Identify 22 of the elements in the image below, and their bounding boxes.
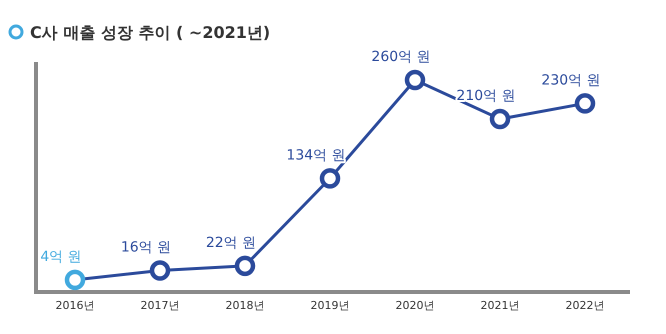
data-label: 134억 원 — [286, 147, 346, 164]
data-label: 22억 원 — [206, 234, 256, 251]
point — [320, 168, 340, 189]
x-tick-label: 2019년 — [310, 299, 350, 312]
point — [490, 108, 510, 130]
data-label: 260억 원 — [371, 49, 431, 65]
point — [234, 256, 256, 276]
data-label: 230억 원 — [541, 72, 601, 88]
data-label: 16억 원 — [120, 240, 172, 256]
x-tick-label: 2021년 — [480, 299, 520, 312]
point — [150, 260, 170, 281]
x-tick-label: 2022년 — [566, 299, 604, 312]
x-tick-label: 2016년 — [56, 299, 94, 312]
point — [64, 270, 86, 290]
data-label: 210억 원 — [456, 88, 516, 104]
x-tick-label: 2017년 — [140, 299, 180, 312]
x-tick-label: 2018년 — [226, 299, 264, 312]
x-tick-label: 2020년 — [396, 299, 434, 312]
chart-title: C사 매출 성장 추이 ( ~2021년) — [30, 23, 270, 42]
data-label: 4억 원 — [40, 248, 82, 265]
point — [404, 70, 426, 90]
point — [574, 93, 596, 114]
